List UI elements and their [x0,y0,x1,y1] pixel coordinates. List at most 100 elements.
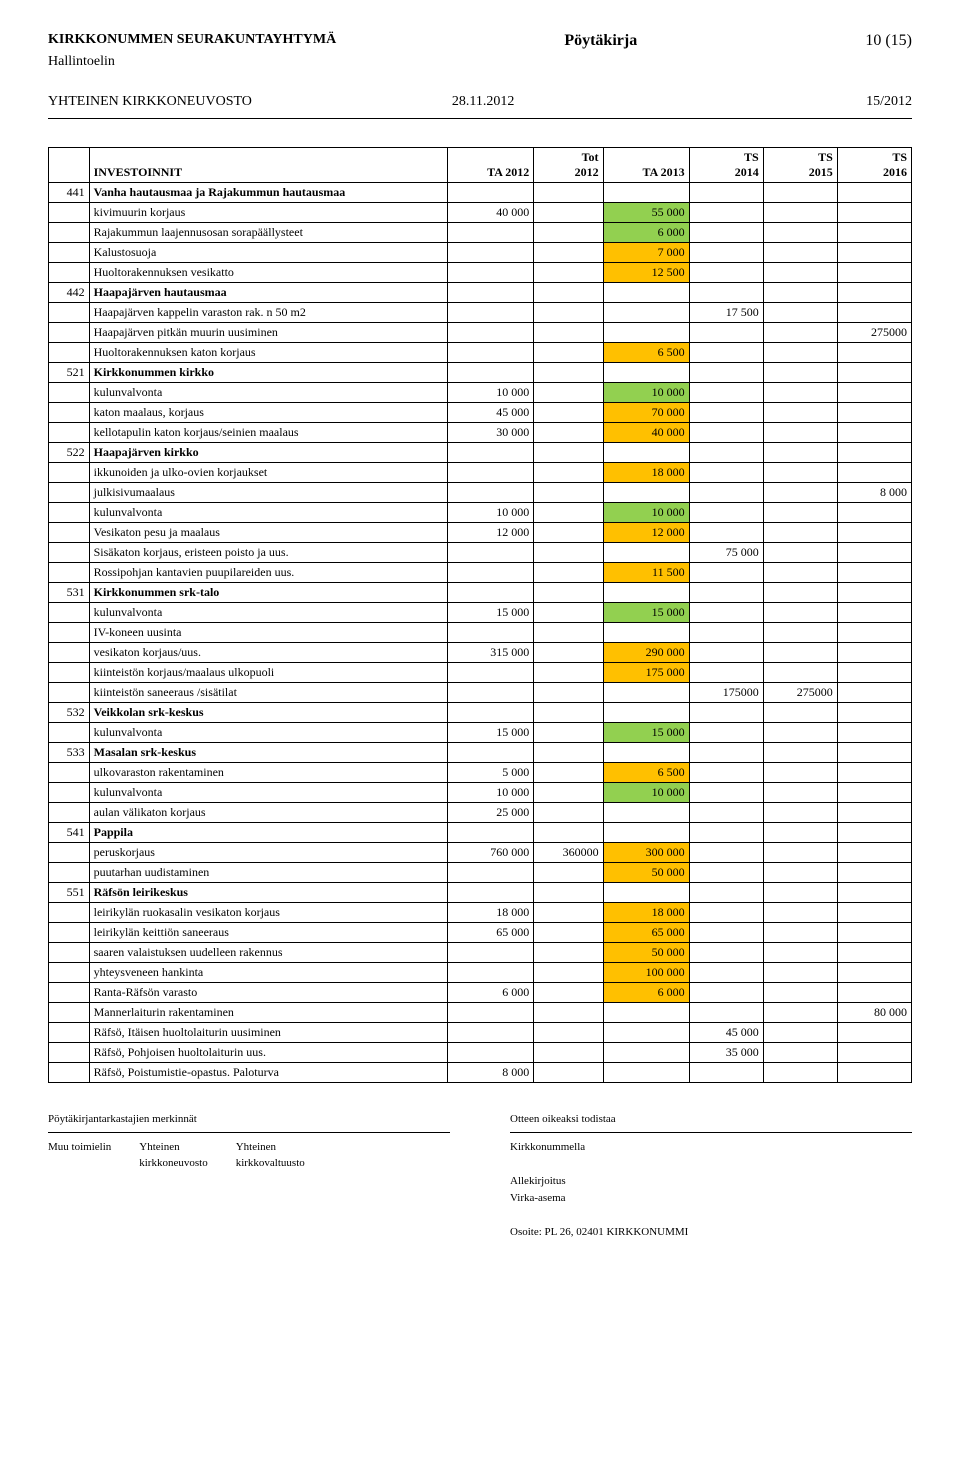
cell-tot2012 [534,283,603,303]
cell-ts2015 [763,1063,837,1083]
cell-ts2015 [763,843,837,863]
cell-code: 532 [49,703,90,723]
cell-ta2013: 55 000 [603,203,689,223]
table-row: 533Masalan srk-keskus [49,743,912,763]
cell-description: Haapajärven kirkko [89,443,448,463]
cell-ta2013: 18 000 [603,903,689,923]
cell-tot2012 [534,583,603,603]
cell-ts2015 [763,643,837,663]
table-row: Mannerlaiturin rakentaminen80 000 [49,1003,912,1023]
meeting-date: 28.11.2012 [452,94,514,110]
cell-description: kulunvalvonta [89,783,448,803]
cell-ta2012: 18 000 [448,903,534,923]
table-row: katon maalaus, korjaus45 00070 000 [49,403,912,423]
cell-ta2013 [603,803,689,823]
cell-code [49,663,90,683]
cell-ts2016 [837,763,911,783]
cell-ta2012 [448,743,534,763]
cell-ts2014 [689,483,763,503]
cell-tot2012 [534,823,603,843]
header-rule [48,118,912,119]
cell-tot2012 [534,923,603,943]
cell-ts2015 [763,223,837,243]
cell-ta2012 [448,683,534,703]
cell-ta2012: 8 000 [448,1063,534,1083]
cell-tot2012 [534,403,603,423]
table-row: yhteysveneen hankinta100 000 [49,963,912,983]
cell-ta2012 [448,583,534,603]
cell-code [49,1023,90,1043]
table-row: Haapajärven pitkän muurin uusiminen27500… [49,323,912,343]
cell-ts2015 [763,823,837,843]
cell-code: 522 [49,443,90,463]
body-name: Hallintoelin [48,54,912,70]
cell-ta2012 [448,243,534,263]
cell-ts2016 [837,243,911,263]
cell-ta2012: 65 000 [448,923,534,943]
table-row: saaren valaistuksen uudelleen rakennus50… [49,943,912,963]
cell-description: Kalustosuoja [89,243,448,263]
cell-ts2015 [763,183,837,203]
cell-ta2013 [603,363,689,383]
table-row: kiinteistön saneeraus /sisätilat17500027… [49,683,912,703]
cell-code [49,483,90,503]
cell-ts2015 [763,723,837,743]
cell-ts2016 [837,423,911,443]
cell-ta2012 [448,863,534,883]
cell-ta2013: 100 000 [603,963,689,983]
cell-description: leirikylän keittiön saneeraus [89,923,448,943]
cell-ts2014 [689,563,763,583]
cell-tot2012 [534,863,603,883]
footer-col2: Yhteinenkirkkoneuvosto [139,1139,207,1172]
cell-code: 531 [49,583,90,603]
cell-ta2013: 65 000 [603,923,689,943]
cell-ta2012 [448,183,534,203]
cell-ts2015 [763,423,837,443]
cell-ta2012: 25 000 [448,803,534,823]
cell-code [49,1063,90,1083]
cell-tot2012 [534,483,603,503]
cell-ts2016 [837,943,911,963]
cell-ts2014 [689,643,763,663]
cell-description: aulan välikaton korjaus [89,803,448,823]
cell-tot2012 [534,783,603,803]
cell-ta2012 [448,343,534,363]
cell-tot2012 [534,203,603,223]
table-row: Vesikaton pesu ja maalaus12 00012 000 [49,523,912,543]
cell-description: ulkovaraston rakentaminen [89,763,448,783]
cell-ta2013: 300 000 [603,843,689,863]
table-row: 441Vanha hautausmaa ja Rajakummun hautau… [49,183,912,203]
cell-ta2012 [448,963,534,983]
cell-code [49,943,90,963]
cell-code [49,783,90,803]
th-invest: INVESTOINNIT [89,148,448,183]
table-row: Rajakummun laajennusosan sorapäällysteet… [49,223,912,243]
table-row: kellotapulin katon korjaus/seinien maala… [49,423,912,443]
cell-ts2016 [837,563,911,583]
cell-ts2016 [837,683,911,703]
table-row: ulkovaraston rakentaminen5 0006 500 [49,763,912,783]
cell-description: kellotapulin katon korjaus/seinien maala… [89,423,448,443]
cell-ts2016 [837,1023,911,1043]
cell-ts2015 [763,743,837,763]
cell-tot2012 [534,683,603,703]
cell-ta2012: 10 000 [448,783,534,803]
cell-ts2014 [689,403,763,423]
cell-ts2015 [763,463,837,483]
cell-ta2012: 10 000 [448,503,534,523]
cell-ts2014 [689,203,763,223]
cell-ta2012 [448,1003,534,1023]
org-name: KIRKKONUMMEN SEURAKUNTAYHTYMÄ [48,32,336,50]
cell-ta2012 [448,323,534,343]
cell-code [49,423,90,443]
cell-ts2014 [689,663,763,683]
cell-description: Haapajärven kappelin varaston rak. n 50 … [89,303,448,323]
th-ts2015: TS2015 [763,148,837,183]
cell-code [49,463,90,483]
table-row: 522Haapajärven kirkko [49,443,912,463]
cell-tot2012 [534,1063,603,1083]
cell-ts2014 [689,343,763,363]
cell-description: Masalan srk-keskus [89,743,448,763]
cell-tot2012 [534,223,603,243]
cell-description: Ranta-Räfsön varasto [89,983,448,1003]
